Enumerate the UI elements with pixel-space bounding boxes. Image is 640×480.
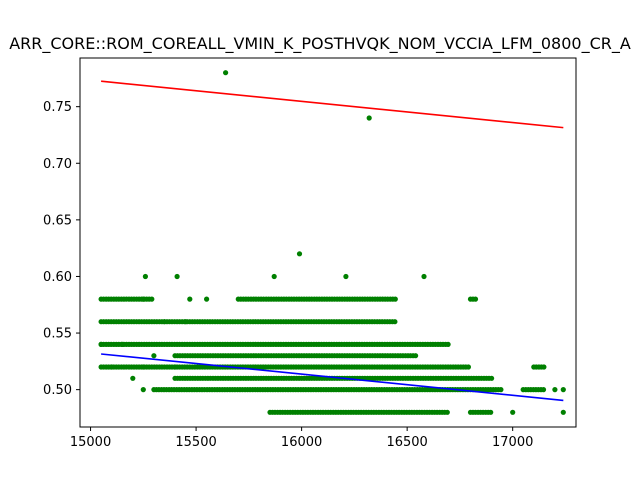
data-point (445, 341, 451, 347)
data-point (552, 387, 558, 393)
data-point (223, 70, 229, 76)
data-point (488, 409, 494, 415)
data-point (541, 364, 547, 370)
lower-fit-line (101, 353, 564, 402)
y-tick-label: 0.70 (43, 157, 72, 172)
data-point (560, 387, 566, 393)
data-point (187, 296, 193, 302)
y-tick-label: 0.65 (43, 213, 72, 228)
data-point (465, 364, 471, 370)
data-point (421, 273, 427, 280)
data-point (540, 387, 547, 393)
data-point (109, 364, 115, 370)
data-point (472, 296, 479, 302)
data-point (140, 364, 146, 370)
data-point (392, 319, 398, 325)
y-tick-label: 0.55 (43, 327, 72, 342)
x-axis: 15000 15500 16000 16500 17000 (70, 427, 533, 450)
data-point (142, 273, 148, 280)
data-point (560, 409, 566, 415)
data-point (149, 296, 155, 302)
data-point (161, 319, 167, 325)
upper-fit-line (101, 80, 564, 129)
x-tick-label: 17000 (492, 435, 533, 450)
data-point (140, 296, 146, 302)
data-point (510, 409, 516, 415)
plot-area-frame (79, 57, 577, 428)
data-point (119, 341, 125, 347)
data-points (98, 70, 566, 415)
data-point (151, 353, 157, 359)
chart-title: ARR_CORE::ROM_COREALL_VMIN_K_POSTHVQK_NO… (9, 34, 631, 54)
data-point (489, 375, 495, 381)
data-point (343, 273, 349, 280)
y-tick-label: 0.75 (43, 100, 72, 115)
data-point (130, 375, 136, 381)
data-point (392, 296, 398, 302)
data-point (271, 273, 277, 280)
data-point (204, 296, 210, 302)
fit-lines (101, 80, 564, 402)
data-point (498, 387, 504, 393)
data-point (140, 387, 146, 393)
y-tick-label: 0.60 (43, 270, 72, 285)
data-point (413, 353, 419, 359)
data-point (98, 341, 104, 347)
data-point (174, 273, 180, 280)
x-tick-label: 16500 (386, 435, 427, 450)
data-point (366, 115, 372, 121)
data-point (444, 409, 450, 415)
x-tick-label: 15500 (175, 435, 216, 450)
x-tick-label: 16000 (281, 435, 322, 450)
x-tick-label: 15000 (70, 435, 111, 450)
data-point (182, 319, 189, 325)
data-point (296, 251, 303, 257)
y-axis: 0.50 0.55 0.60 0.65 0.70 0.75 (43, 100, 80, 398)
data-point (172, 364, 178, 370)
y-tick-label: 0.50 (43, 383, 72, 398)
